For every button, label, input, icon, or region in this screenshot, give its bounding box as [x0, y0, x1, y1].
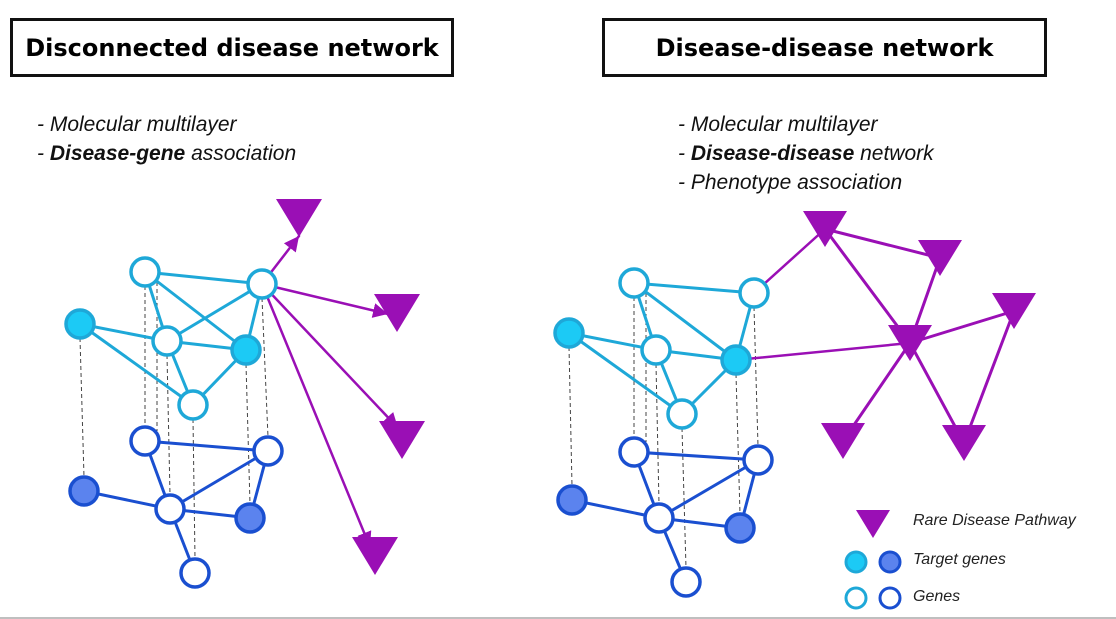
- disease-gene-association-arrow: [260, 282, 372, 549]
- upper-layer-edge: [632, 281, 738, 362]
- gene-node: [179, 557, 211, 589]
- upper-layer-edge: [567, 331, 684, 416]
- upper-layer-edge: [165, 282, 264, 343]
- upper-layer-edge: [78, 322, 195, 407]
- gene-node: [151, 325, 183, 357]
- disease-gene-association-arrow: [260, 282, 400, 430]
- gene-disease-link: [734, 341, 912, 362]
- lower-layer-edge: [632, 450, 760, 462]
- inter-layer-dashed-line: [192, 418, 196, 560]
- rare-disease-pathway-triangle: [374, 294, 420, 332]
- gene-node: [742, 444, 774, 476]
- disease-disease-edge: [908, 309, 1016, 345]
- disease-disease-edge: [962, 309, 1016, 445]
- inter-layer-dashed-line: [568, 346, 573, 487]
- gene-node: [177, 389, 209, 421]
- gene-node: [670, 566, 702, 598]
- legend-target-gene-lower-icon: [878, 550, 902, 574]
- gene-disease-link: [752, 227, 827, 295]
- gene-node: [666, 398, 698, 430]
- inter-layer-dashed-line: [261, 297, 269, 438]
- legend-rare-disease-label: Rare Disease Pathway: [913, 512, 1076, 529]
- gene-node: [643, 502, 675, 534]
- upper-layer-edge: [143, 270, 248, 352]
- inter-layer-dashed-line: [753, 306, 759, 447]
- rare-disease-pathway-triangle: [803, 211, 847, 247]
- network-nodes: [64, 199, 1036, 598]
- legend-symbols: [844, 510, 902, 610]
- gene-node: [129, 425, 161, 457]
- rare-disease-pathway-triangle: [276, 199, 322, 237]
- disease-disease-edge: [823, 227, 942, 260]
- bullet-item: - Molecular multilayer: [37, 113, 237, 136]
- disease-gene-association-arrow: [260, 282, 390, 318]
- target-gene-node: [724, 512, 756, 544]
- bullet-item: - Phenotype association: [678, 171, 903, 194]
- left-panel-title: Disconnected disease network: [10, 18, 454, 77]
- target-gene-node: [553, 317, 585, 349]
- inter-layer-dashed-line: [735, 373, 741, 515]
- target-gene-node: [556, 484, 588, 516]
- rare-disease-pathway-triangle: [942, 425, 986, 461]
- right-panel-title: Disease-disease network: [602, 18, 1047, 77]
- rare-disease-pathway-triangle: [888, 325, 932, 361]
- bottom-divider: [0, 617, 1116, 619]
- left-bullet-list: - Molecular multilayer - Disease-gene as…: [37, 110, 296, 168]
- target-gene-node: [68, 475, 100, 507]
- inter-layer-dashed-line: [245, 363, 251, 505]
- target-gene-node: [64, 308, 96, 340]
- upper-layer-edge: [143, 270, 264, 286]
- gene-node: [252, 435, 284, 467]
- inter-layer-dashed-line: [79, 337, 85, 478]
- inter-layer-dashed-line: [655, 363, 660, 505]
- gene-node: [154, 493, 186, 525]
- bullet-item: - Disease-gene association: [37, 142, 297, 165]
- disease-disease-edge: [823, 227, 912, 345]
- legend-gene-upper-icon: [844, 586, 868, 610]
- legend-rare-disease-triangle-icon: [856, 510, 890, 538]
- legend-target-gene-upper-icon: [844, 550, 868, 574]
- legend-target-genes-label: Target genes: [913, 551, 1006, 568]
- gene-node: [618, 267, 650, 299]
- inter-layer-dashed-line: [681, 427, 687, 569]
- bullet-item: - Molecular multilayer: [678, 113, 878, 136]
- gene-node: [738, 277, 770, 309]
- legend-genes-label: Genes: [913, 588, 961, 605]
- rare-disease-pathway-triangle: [379, 421, 425, 459]
- target-gene-node: [234, 502, 266, 534]
- gene-node: [129, 256, 161, 288]
- bullet-item: - Disease-disease network: [678, 142, 934, 165]
- gene-node: [618, 436, 650, 468]
- rare-disease-pathway-triangle: [821, 423, 865, 459]
- gene-node: [640, 334, 672, 366]
- lower-layer-edge: [143, 439, 270, 453]
- rare-disease-pathway-triangle: [992, 293, 1036, 329]
- right-bullet-list: - Molecular multilayer - Disease-disease…: [678, 110, 934, 197]
- target-gene-node: [720, 344, 752, 376]
- lower-layer-edge: [168, 449, 270, 511]
- gene-node: [246, 268, 278, 300]
- lower-layer-edge: [657, 458, 760, 520]
- rare-disease-pathway-triangle: [352, 537, 398, 575]
- upper-layer-edge: [632, 281, 756, 295]
- inter-layer-dashed-line: [166, 354, 171, 496]
- target-gene-node: [230, 334, 262, 366]
- rare-disease-pathway-triangle: [918, 240, 962, 276]
- legend-gene-lower-icon: [878, 586, 902, 610]
